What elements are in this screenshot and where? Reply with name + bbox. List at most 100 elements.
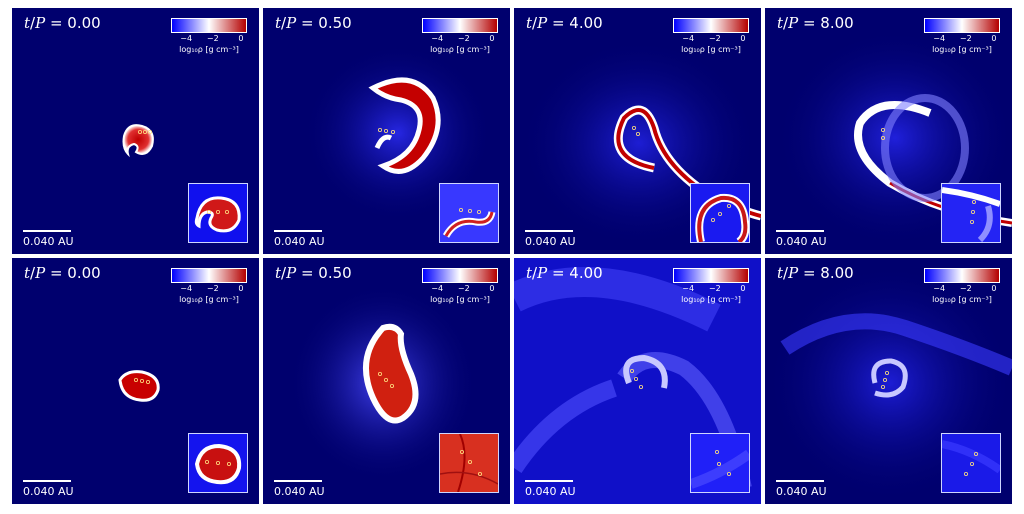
colorbar-tick: −2 — [457, 284, 470, 293]
panel-r2-c2: t/P = 0.50 −4 −2 0 log₁₀ρ [g cm⁻³] 0.040 A… — [263, 258, 510, 504]
scale-bar-label: 0.040 AU — [23, 485, 74, 498]
colorbar: −4 −2 0 log₁₀ρ [g cm⁻³] — [171, 268, 247, 304]
density-map — [303, 43, 493, 223]
scale-bar: 0.040 AU — [776, 230, 827, 248]
colorbar-tick: −4 — [682, 34, 695, 43]
colorbar-label: log₁₀ρ [g cm⁻³] — [179, 295, 239, 304]
density-map — [118, 370, 160, 402]
scale-bar-label: 0.040 AU — [776, 485, 827, 498]
zoom-inset — [439, 433, 499, 493]
panel-r1-c1: t/P = 0.00 −4 −2 0 log₁₀ρ [g cm⁻³] 0.040 A… — [12, 8, 259, 254]
colorbar: −4 −2 0 log₁₀ρ [g cm⁻³] — [171, 18, 247, 54]
colorbar-tick: 0 — [991, 284, 997, 293]
scale-bar-label: 0.040 AU — [274, 485, 325, 498]
panel-title: t/P = 8.00 — [777, 14, 854, 32]
density-map — [122, 124, 154, 158]
zoom-inset — [439, 183, 499, 243]
scale-bar: 0.040 AU — [776, 480, 827, 498]
panel-title: t/P = 0.00 — [24, 264, 101, 282]
colorbar-tick: −4 — [431, 284, 444, 293]
panel-r2-c3: t/P = 4.00 −4 −2 0 log₁₀ρ [g cm⁻³] 0.040 A… — [514, 258, 761, 504]
colorbar-tick: −2 — [959, 34, 972, 43]
scale-bar: 0.040 AU — [274, 480, 325, 498]
colorbar: −4 −2 0 log₁₀ρ [g cm⁻³] — [422, 18, 498, 54]
t-value: 4.00 — [569, 264, 603, 282]
panel-title: t/P = 4.00 — [526, 14, 603, 32]
colorbar-label: log₁₀ρ [g cm⁻³] — [932, 295, 992, 304]
zoom-inset — [690, 183, 750, 243]
scale-bar: 0.040 AU — [525, 230, 576, 248]
colorbar: −4 −2 0 log₁₀ρ [g cm⁻³] — [673, 268, 749, 304]
colorbar-tick: 0 — [991, 34, 997, 43]
colorbar-tick: 0 — [489, 284, 495, 293]
scale-bar-label: 0.040 AU — [525, 485, 576, 498]
colorbar-tick: −4 — [431, 34, 444, 43]
scale-bar-line — [525, 230, 573, 232]
scale-bar-line — [274, 230, 322, 232]
t-value: 8.00 — [820, 14, 854, 32]
scale-bar-line — [525, 480, 573, 482]
scale-bar-line — [274, 480, 322, 482]
colorbar-tick: −2 — [206, 34, 219, 43]
panel-r1-c4: t/P = 8.00 −4 −2 0 log₁₀ρ [g cm⁻³] 0.040 A… — [765, 8, 1012, 254]
scale-bar-line — [23, 230, 71, 232]
scale-bar-label: 0.040 AU — [776, 235, 827, 248]
colorbar-gradient — [171, 268, 247, 283]
colorbar-tick: −4 — [180, 34, 193, 43]
colorbar-tick: 0 — [238, 34, 244, 43]
colorbar-tick: −4 — [180, 284, 193, 293]
colorbar-tick: −2 — [206, 284, 219, 293]
zoom-inset — [690, 433, 750, 493]
colorbar-tick: 0 — [740, 34, 746, 43]
scale-bar: 0.040 AU — [274, 230, 325, 248]
colorbar-gradient — [924, 18, 1000, 33]
colorbar-gradient — [422, 18, 498, 33]
t-value: 0.50 — [318, 14, 352, 32]
panel-r2-c1: t/P = 0.00 −4 −2 0 log₁₀ρ [g cm⁻³] 0.040 A… — [12, 258, 259, 504]
colorbar-tick: −2 — [708, 284, 721, 293]
colorbar-tick: −4 — [933, 284, 946, 293]
colorbar-label: log₁₀ρ [g cm⁻³] — [430, 45, 490, 54]
scale-bar-label: 0.040 AU — [525, 235, 576, 248]
colorbar: −4 −2 0 log₁₀ρ [g cm⁻³] — [422, 268, 498, 304]
colorbar: −4 −2 0 log₁₀ρ [g cm⁻³] — [673, 18, 749, 54]
t-value: 0.50 — [318, 264, 352, 282]
colorbar-gradient — [171, 18, 247, 33]
colorbar-gradient — [673, 18, 749, 33]
colorbar-tick: 0 — [740, 284, 746, 293]
t-value: 8.00 — [820, 264, 854, 282]
zoom-inset — [941, 183, 1001, 243]
t-value: 4.00 — [569, 14, 603, 32]
scale-bar-line — [776, 480, 824, 482]
scale-bar-label: 0.040 AU — [274, 235, 325, 248]
zoom-inset — [188, 183, 248, 243]
colorbar-tick: 0 — [489, 34, 495, 43]
scale-bar: 0.040 AU — [23, 480, 74, 498]
scale-bar-line — [776, 230, 824, 232]
t-value: 0.00 — [67, 14, 101, 32]
zoom-inset — [188, 433, 248, 493]
panel-title: t/P = 8.00 — [777, 264, 854, 282]
scale-bar-label: 0.040 AU — [23, 235, 74, 248]
panel-title: t/P = 0.50 — [275, 264, 352, 282]
colorbar-tick: −2 — [959, 284, 972, 293]
colorbar-tick: −2 — [708, 34, 721, 43]
colorbar-tick: 0 — [238, 284, 244, 293]
colorbar: −4 −2 0 log₁₀ρ [g cm⁻³] — [924, 18, 1000, 54]
colorbar-label: log₁₀ρ [g cm⁻³] — [681, 45, 741, 54]
colorbar-label: log₁₀ρ [g cm⁻³] — [681, 295, 741, 304]
colorbar-tick: −2 — [457, 34, 470, 43]
panel-title: t/P = 0.00 — [24, 14, 101, 32]
colorbar-tick: −4 — [682, 284, 695, 293]
panel-r2-c4: t/P = 8.00 −4 −2 0 log₁₀ρ [g cm⁻³] 0.040 A… — [765, 258, 1012, 504]
colorbar-gradient — [422, 268, 498, 283]
scale-bar: 0.040 AU — [23, 230, 74, 248]
colorbar-tick: −4 — [933, 34, 946, 43]
colorbar-gradient — [924, 268, 1000, 283]
colorbar: −4 −2 0 log₁₀ρ [g cm⁻³] — [924, 268, 1000, 304]
panel-r1-c3: t/P = 4.00 −4 −2 0 log₁₀ρ [g cm⁻³] 0.040 A… — [514, 8, 761, 254]
density-map — [288, 283, 478, 483]
colorbar-label: log₁₀ρ [g cm⁻³] — [430, 295, 490, 304]
panel-title: t/P = 4.00 — [526, 264, 603, 282]
